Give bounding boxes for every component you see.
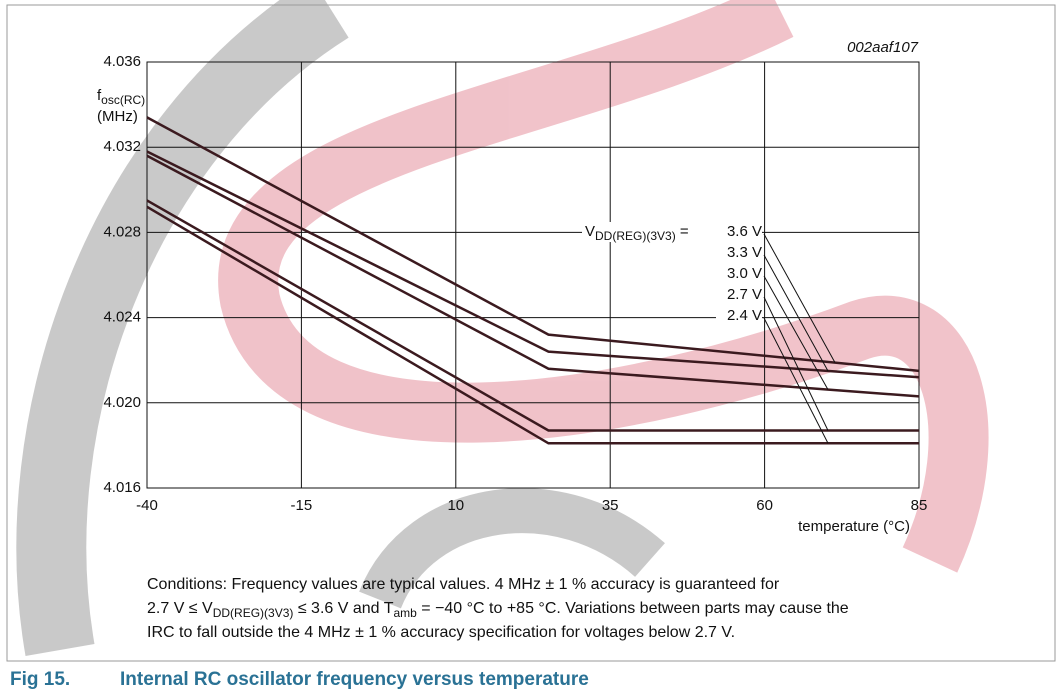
y-tick-label: 4.032 bbox=[103, 138, 141, 155]
y-tick-label: 4.024 bbox=[103, 309, 141, 326]
y-tick-label: 4.016 bbox=[103, 479, 141, 496]
legend-label: 3.6 V bbox=[727, 223, 762, 240]
legend-title: VDD(REG)(3V3) = bbox=[585, 223, 689, 243]
leader-line bbox=[763, 275, 829, 390]
conditions-text: 2.7 V ≤ V bbox=[147, 600, 213, 617]
conditions-text: IRC to fall outside the 4 MHz ± 1 % accu… bbox=[147, 624, 735, 641]
y-tick-label: 4.028 bbox=[103, 223, 141, 240]
series-line bbox=[146, 199, 919, 432]
figure-frame bbox=[6, 4, 1056, 662]
conditions-sub: DD(REG)(3V3) bbox=[213, 606, 294, 620]
series-line bbox=[146, 116, 920, 373]
leader-line bbox=[763, 254, 829, 372]
x-tick-label: 85 bbox=[911, 497, 928, 514]
legend-label: 3.3 V bbox=[727, 244, 762, 261]
figure-id: 002aaf107 bbox=[847, 39, 919, 56]
x-tick-label: 10 bbox=[447, 497, 464, 514]
caption: Fig 15. Internal RC oscillator frequency … bbox=[10, 669, 589, 690]
watermark-arc bbox=[16, 0, 349, 656]
x-tick-label: -40 bbox=[136, 497, 158, 514]
caption-number: Fig 15. bbox=[10, 669, 70, 690]
watermark-arc2 bbox=[359, 488, 665, 610]
y-label-sub: osc(RC) bbox=[101, 93, 145, 107]
legend-title-tail: = bbox=[676, 223, 689, 240]
legend-bg bbox=[716, 286, 762, 304]
caption-text: Internal RC oscillator frequency versus … bbox=[120, 669, 589, 690]
y-label-main: f bbox=[97, 87, 102, 104]
watermark-s bbox=[218, 0, 989, 573]
conditions-text: Conditions: Frequency values are typical… bbox=[147, 576, 780, 593]
conditions-line: Conditions: Frequency values are typical… bbox=[147, 576, 780, 593]
x-tick-label: 60 bbox=[756, 497, 773, 514]
watermark bbox=[16, 0, 989, 656]
conditions-line: 2.7 V ≤ VDD(REG)(3V3) ≤ 3.6 V and Tamb =… bbox=[147, 600, 849, 620]
legend-title-main: V bbox=[585, 223, 595, 240]
leader-line bbox=[763, 296, 829, 431]
legend-bg bbox=[716, 244, 762, 262]
x-tick-label: -15 bbox=[291, 497, 313, 514]
legend-bg bbox=[716, 265, 762, 283]
conditions-line: IRC to fall outside the 4 MHz ± 1 % accu… bbox=[147, 624, 735, 641]
conditions-text: = −40 °C to +85 °C. Variations between p… bbox=[417, 600, 849, 617]
series-line bbox=[146, 154, 920, 398]
y-axis-label: fosc(RC) bbox=[97, 87, 145, 107]
conditions-sub: amb bbox=[393, 606, 417, 620]
legend-bg bbox=[716, 223, 762, 241]
series-line bbox=[146, 150, 920, 379]
series-line bbox=[146, 205, 919, 445]
y-tick-label: 4.020 bbox=[103, 394, 141, 411]
legend-title-bg bbox=[582, 222, 716, 242]
y-tick-label: 4.036 bbox=[103, 53, 141, 70]
legend-label: 2.7 V bbox=[727, 286, 762, 303]
conditions: Conditions: Frequency values are typical… bbox=[147, 576, 849, 641]
leader-line bbox=[763, 317, 829, 444]
y-axis-unit: (MHz) bbox=[97, 108, 138, 125]
leader-line bbox=[763, 233, 836, 363]
plot: 4.016 4.020 4.024 4.028 4.032 4.036 -40 -15 10 35… bbox=[103, 53, 927, 514]
legend-label: 2.4 V bbox=[727, 307, 762, 324]
x-axis-label: temperature (°C) bbox=[798, 518, 910, 535]
legend-label: 3.0 V bbox=[727, 265, 762, 282]
conditions-text: ≤ 3.6 V and T bbox=[293, 600, 393, 617]
legend-bg bbox=[716, 307, 762, 325]
x-tick-label: 35 bbox=[602, 497, 619, 514]
legend-title-sub: DD(REG)(3V3) bbox=[595, 229, 676, 243]
